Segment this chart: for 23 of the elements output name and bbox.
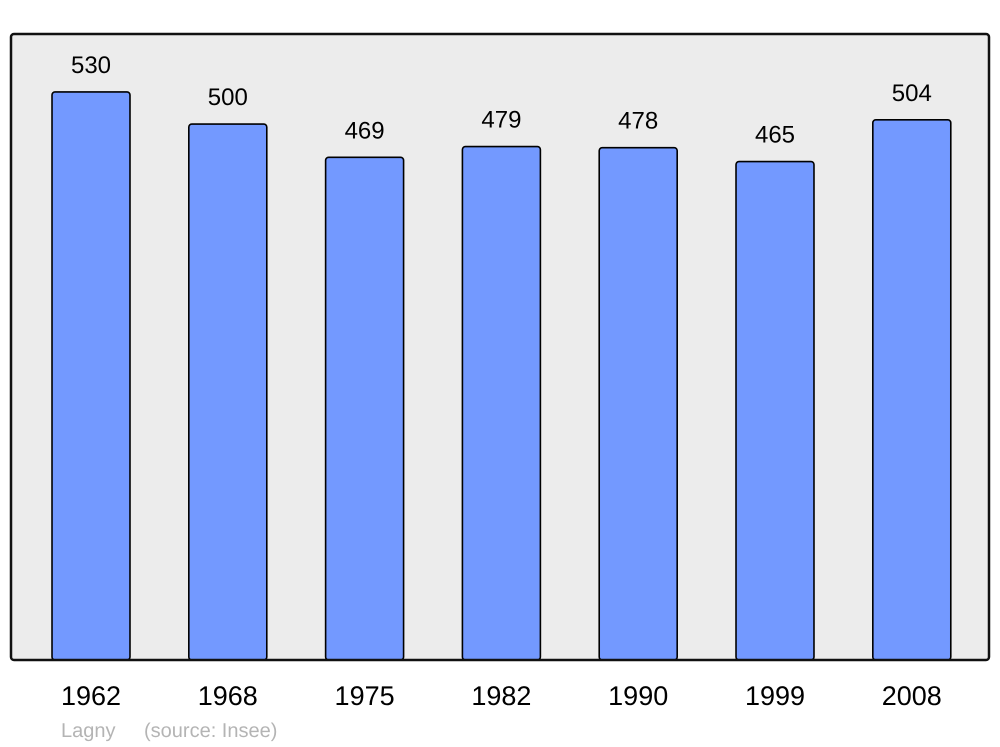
x-tick-label: 2008 <box>882 681 942 711</box>
x-tick-label: 1962 <box>60 681 122 711</box>
x-tick-label: 1968 <box>198 681 258 711</box>
bar <box>188 123 268 661</box>
x-tick-label: 1975 <box>334 681 395 711</box>
bar <box>462 146 542 661</box>
x-tick-label: 1982 <box>471 681 532 711</box>
data-label: 465 <box>754 122 796 149</box>
data-label: 504 <box>892 80 932 107</box>
bar <box>324 156 404 661</box>
x-tick-label: 1999 <box>744 681 806 711</box>
data-label: 479 <box>481 106 522 134</box>
data-label: 530 <box>70 52 112 79</box>
bar <box>51 91 131 661</box>
data-label: 500 <box>208 84 248 112</box>
text: (source: Insee) <box>144 720 278 742</box>
data-label: 478 <box>618 108 658 135</box>
bar <box>872 119 952 661</box>
bar <box>598 146 678 661</box>
text: Lagny <box>61 720 116 742</box>
x-tick-label: 1990 <box>608 681 668 711</box>
data-label: 469 <box>344 117 385 144</box>
bar <box>735 160 815 661</box>
